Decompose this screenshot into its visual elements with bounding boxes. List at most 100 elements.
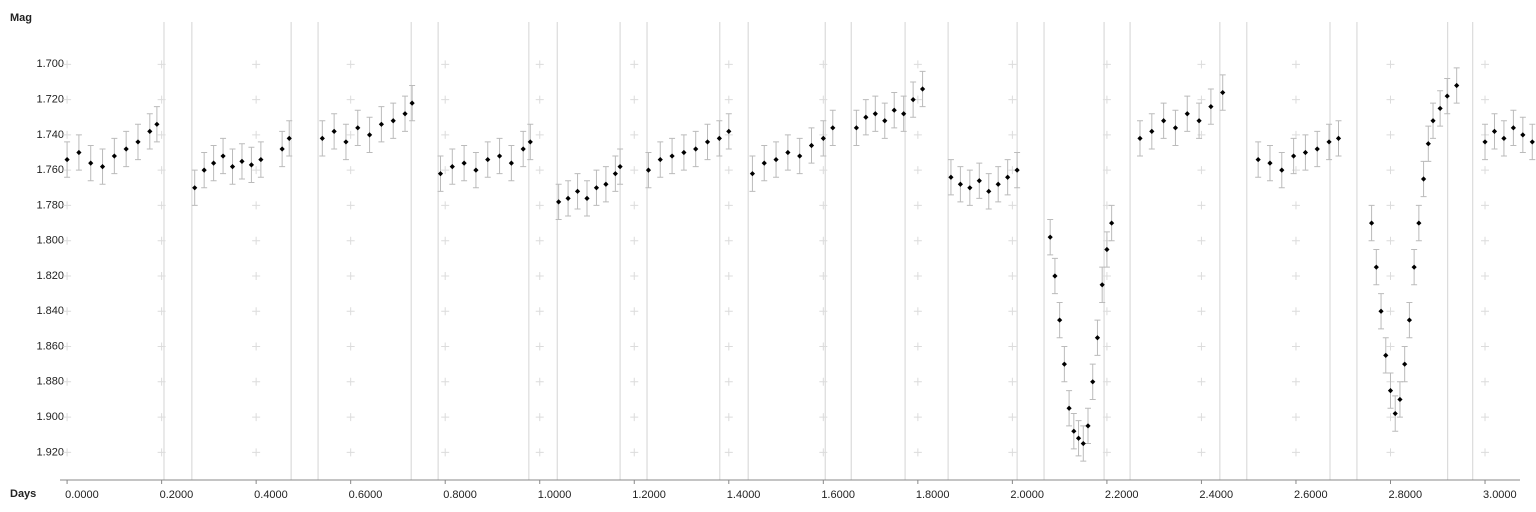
grid-cross — [1291, 95, 1300, 104]
data-point — [1066, 405, 1072, 411]
grid-cross — [441, 342, 450, 351]
data-point — [123, 146, 129, 152]
data-point — [1368, 220, 1375, 226]
grid-cross — [1197, 60, 1206, 69]
grid-cross — [724, 166, 733, 175]
grid-cross — [1197, 448, 1206, 457]
data-point — [248, 162, 255, 168]
y-tick-label: 1.720 — [36, 94, 64, 106]
data-point — [976, 178, 982, 184]
data-point — [797, 153, 803, 159]
data-point — [229, 164, 236, 170]
data-point — [1279, 167, 1285, 173]
grid-cross — [913, 166, 922, 175]
grid-cross — [535, 201, 544, 210]
grid-cross — [1291, 448, 1300, 457]
grid-cross — [1291, 271, 1300, 280]
data-point — [957, 181, 963, 187]
x-tick-label: 1.2000 — [632, 489, 666, 501]
grid-cross — [724, 271, 733, 280]
grid-cross — [724, 60, 733, 69]
grid-cross — [441, 448, 450, 457]
grid-cross — [346, 448, 355, 457]
grid-cross — [819, 342, 828, 351]
data-point — [1075, 435, 1082, 441]
grid-cross — [252, 307, 261, 316]
data-point — [1430, 118, 1436, 124]
grid-cross — [157, 60, 166, 69]
data-point — [785, 149, 791, 156]
grid-cross — [157, 130, 166, 139]
grid-cross — [535, 307, 544, 316]
grid-cross — [1102, 95, 1111, 104]
grid-cross — [1008, 271, 1017, 280]
grid-cross — [535, 95, 544, 104]
grid-cross — [1481, 95, 1490, 104]
data-point — [919, 86, 926, 92]
grid-cross — [630, 201, 639, 210]
grid-cross — [1008, 60, 1017, 69]
grid-cross — [252, 342, 261, 351]
data-point — [853, 125, 860, 131]
grid-cross — [913, 271, 922, 280]
data-point — [64, 156, 70, 163]
data-point — [910, 97, 916, 103]
data-point — [1047, 234, 1053, 240]
grid-cross — [535, 236, 544, 245]
data-point — [1137, 135, 1143, 142]
grid-cross — [346, 236, 355, 245]
x-tick-label: 3.0000 — [1483, 489, 1517, 501]
grid-cross — [157, 95, 166, 104]
data-point — [1425, 141, 1431, 147]
grid-cross — [63, 95, 72, 104]
grid-cross — [63, 342, 72, 351]
data-point — [1378, 308, 1384, 314]
data-point — [147, 128, 153, 134]
data-point — [1437, 105, 1443, 112]
grid-cross — [1102, 307, 1111, 316]
grid-cross — [346, 130, 355, 139]
grid-cross — [535, 377, 544, 386]
grid-cross — [63, 236, 72, 245]
data-point — [343, 139, 349, 145]
data-point — [948, 174, 954, 180]
grid-cross — [1197, 342, 1206, 351]
data-point — [211, 160, 217, 166]
grid-cross — [1291, 130, 1300, 139]
data-point — [1005, 174, 1011, 180]
grid-cross — [63, 413, 72, 422]
data-point — [1267, 160, 1273, 166]
grid-cross — [1386, 448, 1395, 457]
data-point — [496, 153, 503, 159]
grid-cross — [724, 448, 733, 457]
y-tick-label: 1.920 — [36, 446, 64, 458]
data-point — [1416, 220, 1422, 226]
grid-cross — [1197, 166, 1206, 175]
grid-cross — [630, 307, 639, 316]
grid-cross — [630, 271, 639, 280]
x-tick-label: 0.4000 — [254, 489, 288, 501]
grid-cross — [1197, 95, 1206, 104]
data-point — [1090, 379, 1096, 385]
data-point — [1220, 89, 1226, 96]
grid-cross — [1481, 271, 1490, 280]
data-point — [258, 156, 264, 163]
grid-cross — [63, 307, 72, 316]
y-tick-label: 1.800 — [36, 235, 64, 247]
data-point — [1491, 128, 1498, 134]
data-point — [1383, 352, 1389, 358]
data-point — [409, 100, 415, 106]
data-point — [1314, 146, 1320, 152]
grid-cross — [157, 448, 166, 457]
data-point — [967, 185, 973, 191]
grid-cross — [1386, 271, 1395, 280]
x-tick-label: 1.6000 — [821, 489, 855, 501]
grid-cross — [1008, 95, 1017, 104]
grid-cross — [724, 342, 733, 351]
data-point — [1061, 361, 1067, 367]
grid-cross — [1102, 130, 1111, 139]
grid-cross — [1481, 166, 1490, 175]
grid-cross — [441, 166, 450, 175]
grid-cross — [1291, 60, 1300, 69]
data-point — [1444, 93, 1450, 99]
